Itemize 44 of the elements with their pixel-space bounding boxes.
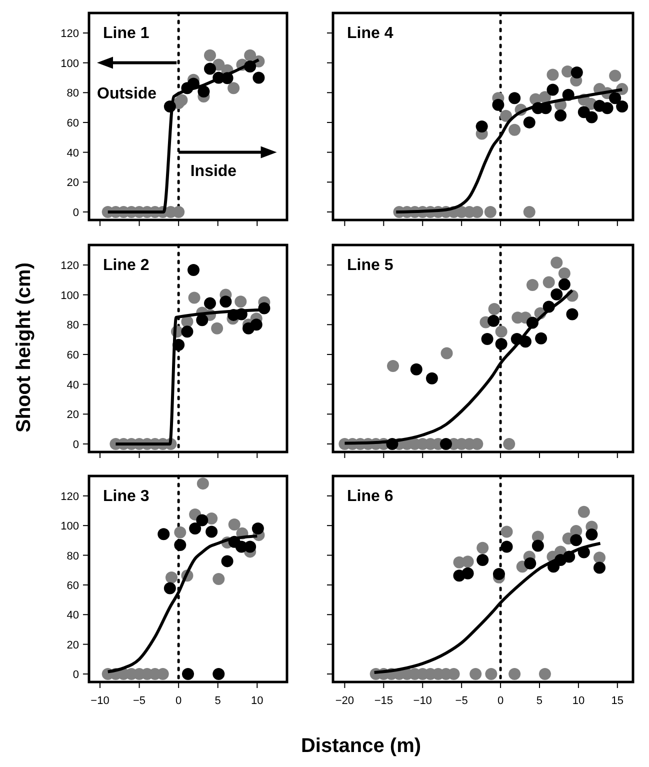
y-tick-label: 0: [72, 438, 79, 451]
y-tick-label: 0: [72, 206, 79, 219]
y-axis-title: Shoot height (cm): [13, 262, 35, 432]
text: Line 3: [103, 488, 150, 505]
y-tick-label: 60: [66, 349, 79, 362]
y-tick-label: 60: [66, 580, 79, 592]
y-tick-label: 0: [72, 668, 79, 681]
y-tick-label: 20: [66, 177, 79, 190]
y-tick-label: 40: [66, 147, 79, 160]
y-tick-label: 120: [60, 260, 79, 272]
x-tick-label: 15: [611, 695, 624, 707]
x-tick-label: 0: [497, 695, 504, 707]
y-tick-label: 80: [66, 550, 79, 562]
y-tick-label: 120: [60, 28, 79, 40]
x-tick-label: −20: [335, 695, 354, 707]
annotation: Outside: [97, 86, 157, 103]
x-tick-label: 5: [214, 695, 221, 707]
y-tick-label: 80: [66, 320, 79, 332]
x-tick-label: −10: [90, 695, 110, 707]
text: Line 4: [347, 25, 394, 42]
x-tick-label: 0: [176, 695, 182, 707]
x-axis-title: Distance (m): [300, 735, 422, 757]
y-tick-label: 100: [60, 290, 79, 302]
y-tick-label: 20: [66, 639, 79, 652]
y-tick-label: 80: [66, 88, 79, 100]
x-tick-label: 10: [572, 695, 585, 707]
y-tick-label: 20: [66, 409, 79, 422]
text: Line 6: [347, 488, 394, 505]
y-tick-label: 100: [60, 520, 79, 533]
x-tick-label: 5: [536, 695, 543, 707]
x-tick-label: −5: [133, 695, 146, 707]
x-tick-label: 10: [251, 695, 264, 707]
y-tick-label: 100: [60, 58, 79, 70]
text: Line 1: [103, 25, 150, 42]
text: Line 2: [103, 257, 150, 274]
text: Line 5: [347, 257, 394, 274]
x-tick-label: −15: [374, 695, 393, 707]
y-tick-label: 40: [66, 379, 79, 392]
x-tick-label: −5: [455, 695, 468, 707]
annotation: Inside: [190, 163, 237, 180]
y-tick-label: 40: [66, 610, 79, 622]
y-tick-label: 120: [60, 490, 79, 503]
x-tick-label: −10: [413, 695, 432, 707]
y-tick-label: 60: [66, 117, 79, 130]
